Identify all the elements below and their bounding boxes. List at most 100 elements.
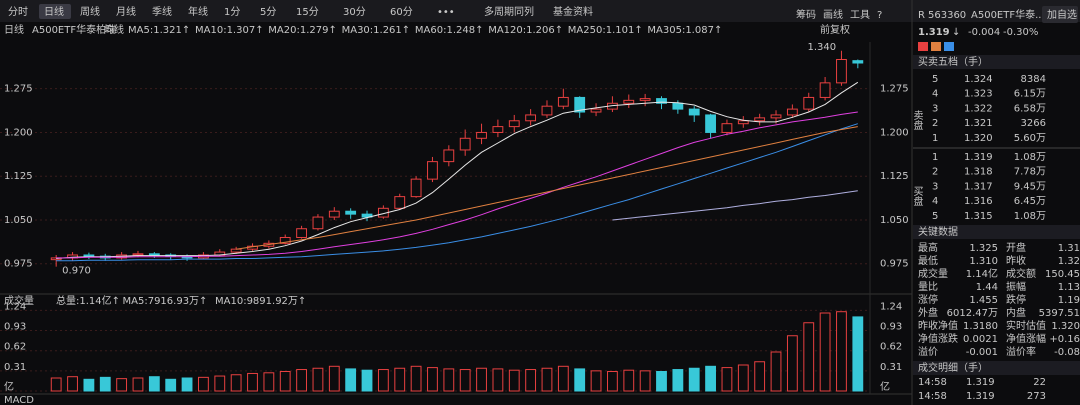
volume-bar	[230, 374, 242, 392]
label: 1.31	[1058, 243, 1080, 254]
tab[interactable]: 日线	[44, 5, 64, 18]
label: 273	[1027, 391, 1046, 402]
label: 1.317	[964, 181, 993, 192]
y-tick-label: 1.125	[4, 171, 33, 182]
label[interactable]: 前复权	[820, 23, 850, 36]
y-tick-label: 0.62	[880, 342, 902, 353]
candle-body	[83, 254, 95, 257]
label: 开盘	[1006, 241, 1026, 254]
candle-body	[476, 131, 487, 139]
volume-bar	[198, 376, 209, 392]
volume-bar	[67, 376, 78, 392]
tab-active	[39, 4, 71, 19]
label: 卖盘	[911, 110, 923, 130]
section-header	[913, 361, 1080, 375]
y-tick-label: 1.050	[880, 215, 909, 226]
label: 6.58万	[1014, 103, 1046, 114]
candle-body	[672, 102, 684, 110]
label: 最高	[918, 241, 938, 254]
ma-line	[236, 126, 858, 250]
volume-bar	[181, 377, 193, 392]
candle-body	[443, 149, 455, 163]
section-header	[913, 55, 1080, 69]
ma-legend: MA305:1.087↑	[647, 25, 722, 36]
tab[interactable]: 年线	[188, 5, 208, 18]
tab[interactable]: 30分	[343, 6, 366, 18]
label: 1.455	[969, 295, 998, 306]
tab[interactable]: 周线	[80, 5, 100, 18]
candle-body	[345, 210, 357, 215]
label: 4	[932, 196, 938, 207]
volume-bar	[83, 378, 95, 392]
volume-bar	[737, 364, 749, 392]
volume-bar	[721, 367, 733, 392]
label: 净值涨幅	[1006, 332, 1046, 345]
toolbar	[0, 0, 1080, 22]
add-button[interactable]: 加自选	[1047, 8, 1077, 21]
section-header	[913, 225, 1080, 239]
tab[interactable]: 基金资料	[553, 5, 593, 18]
label: 7.78万	[1014, 167, 1046, 178]
tab[interactable]: •••	[437, 7, 455, 18]
label: 成交量	[918, 267, 948, 280]
tool[interactable]: 筹码	[796, 8, 816, 21]
label: 1.44	[976, 282, 998, 293]
volume-bar	[214, 375, 226, 392]
min-label: 0.970	[62, 266, 91, 277]
volume-bar	[852, 316, 864, 392]
volume-bar	[247, 372, 258, 392]
label: 涨停	[918, 293, 938, 306]
label: 振幅	[1006, 280, 1026, 293]
label: 1.325	[969, 243, 998, 254]
label: 22	[1033, 377, 1046, 388]
volume-bar	[803, 322, 815, 392]
candle-body	[410, 178, 422, 198]
tab[interactable]: 月线	[116, 5, 136, 18]
tab[interactable]: 5分	[260, 6, 276, 18]
candle-body	[688, 108, 700, 116]
tool[interactable]: ?	[877, 10, 882, 21]
tab[interactable]: 季线	[152, 5, 172, 18]
label: 均线	[104, 23, 124, 36]
volume-bar	[590, 370, 602, 392]
volume-bar	[361, 369, 373, 392]
label: 日线	[4, 23, 24, 36]
volume-bar	[50, 377, 62, 392]
tab[interactable]: 分时	[8, 6, 28, 18]
label: 1.13	[1058, 282, 1080, 293]
label: 溢价	[918, 345, 938, 358]
ma-line	[56, 111, 858, 259]
volume-bar	[394, 367, 406, 392]
tab[interactable]: 多周期同列	[484, 5, 534, 18]
candle-body	[312, 216, 324, 230]
ma-legend: MA5:1.321↑	[128, 25, 190, 36]
candle-body	[623, 99, 635, 104]
volume-bar	[296, 369, 307, 392]
macd-label: MACD	[4, 395, 34, 405]
label: 2	[932, 167, 938, 178]
label: 6.45万	[1014, 196, 1046, 207]
tab[interactable]: 1分	[224, 6, 240, 18]
tag	[944, 42, 954, 51]
label: 9.45万	[1014, 181, 1046, 192]
tab[interactable]: 60分	[390, 6, 413, 18]
label: 5	[932, 211, 938, 222]
candle-body	[328, 210, 340, 218]
tool[interactable]: 工具	[850, 9, 870, 21]
tab[interactable]: 15分	[296, 6, 319, 18]
y-tick-label: 1.275	[880, 84, 909, 95]
label: -0.30%	[1003, 27, 1038, 38]
price: 1.319	[918, 27, 950, 38]
code: 563360	[928, 10, 966, 21]
label: -0.08	[1054, 347, 1080, 358]
tool[interactable]: 画线	[823, 8, 843, 21]
volume-bar	[819, 312, 831, 392]
volume-bar	[754, 361, 766, 392]
label: 1.310	[969, 256, 998, 267]
button[interactable]	[1042, 6, 1078, 23]
label: 8384	[1021, 74, 1046, 85]
y-tick-label: 1.125	[880, 171, 909, 182]
y-tick-label: 0.975	[880, 259, 909, 270]
